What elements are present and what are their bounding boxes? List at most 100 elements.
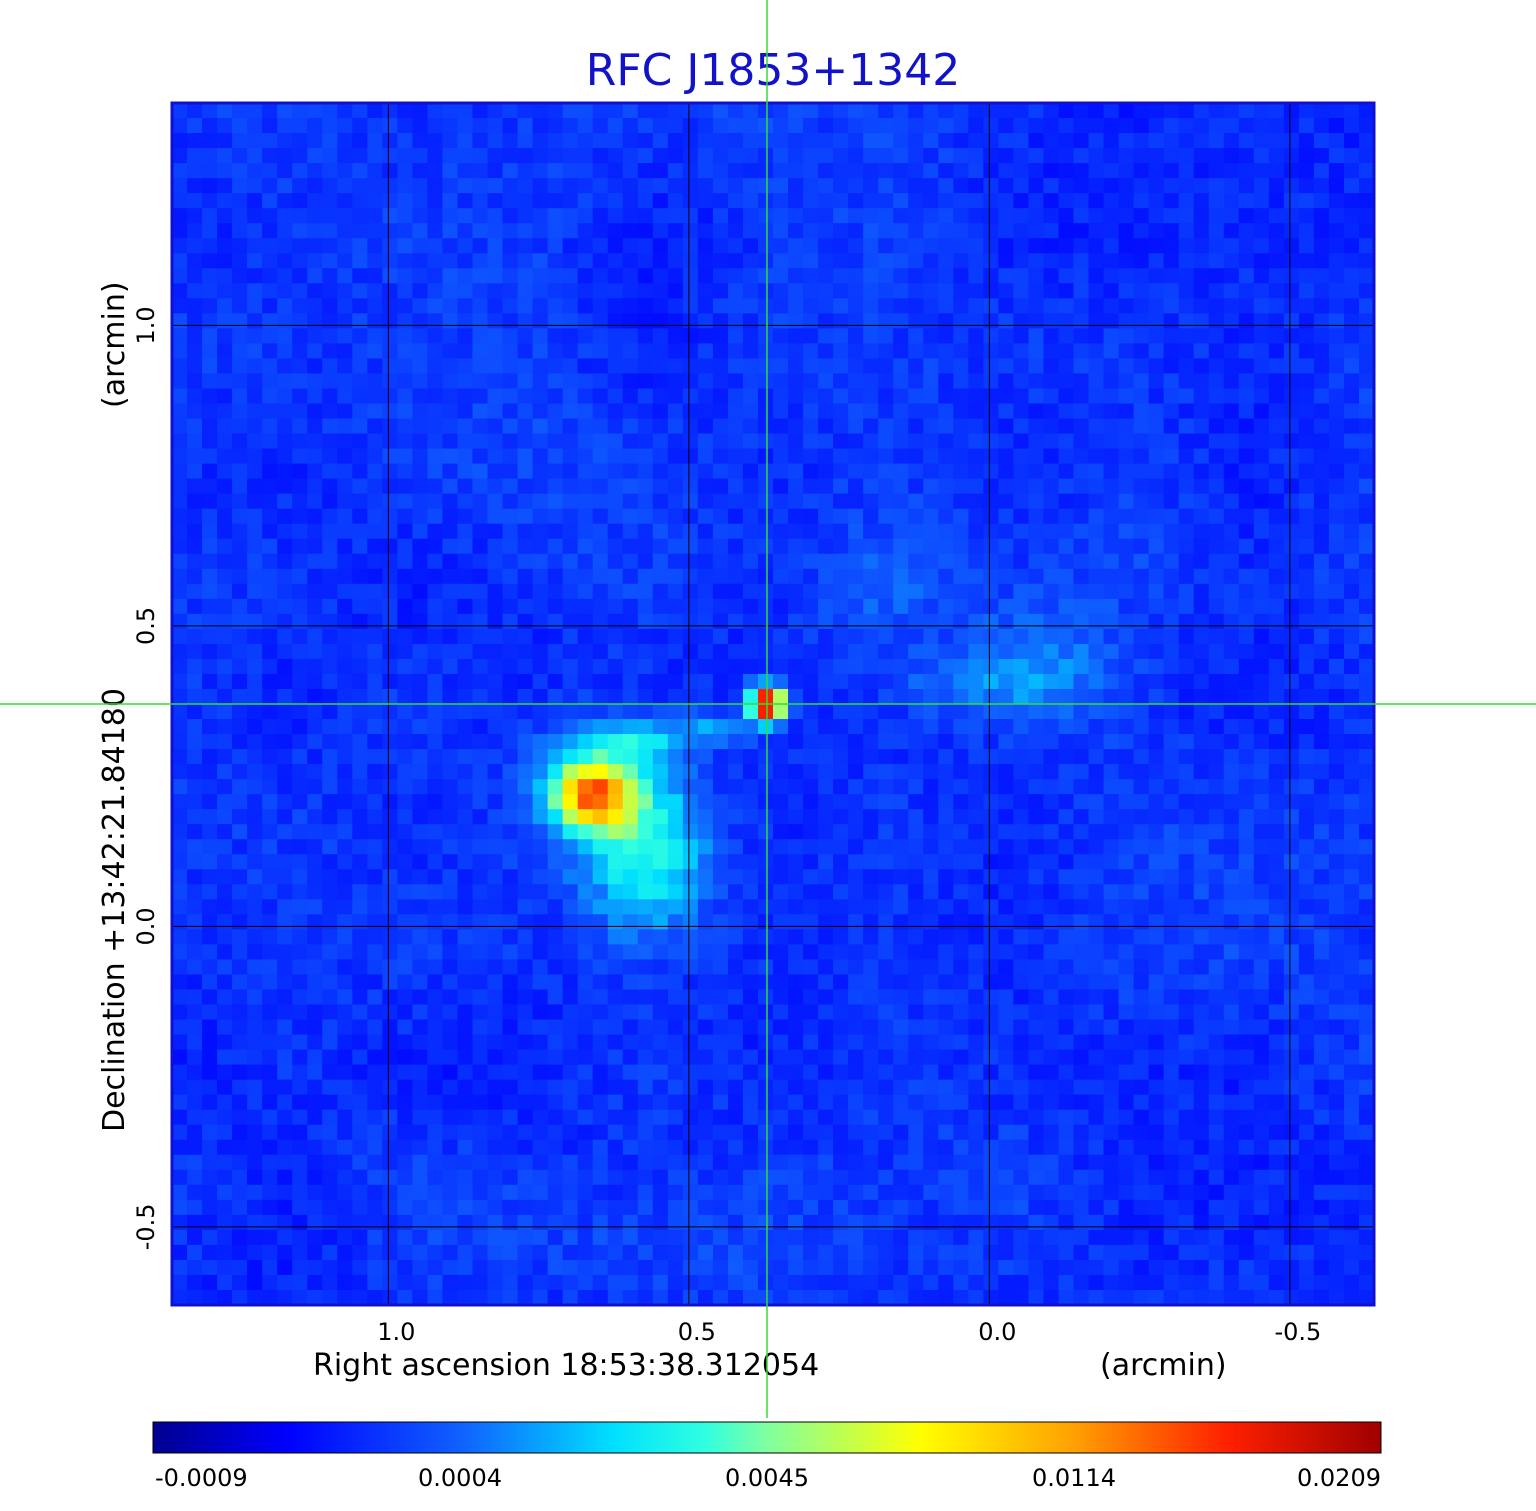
heatmap-pixel xyxy=(502,148,519,164)
heatmap-pixel xyxy=(307,148,323,164)
heatmap-pixel xyxy=(397,704,414,720)
heatmap-pixel xyxy=(517,884,534,900)
heatmap-pixel xyxy=(1058,508,1075,525)
heatmap-pixel xyxy=(247,824,263,840)
heatmap-pixel xyxy=(757,103,774,119)
heatmap-pixel xyxy=(337,869,353,885)
heatmap-pixel xyxy=(337,839,353,855)
heatmap-pixel xyxy=(1043,959,1060,976)
heatmap-pixel xyxy=(712,193,729,209)
heatmap-pixel xyxy=(1328,794,1345,810)
heatmap-pixel xyxy=(1103,358,1120,375)
heatmap-pixel xyxy=(1043,658,1060,675)
heatmap-pixel xyxy=(202,1004,218,1021)
heatmap-pixel xyxy=(307,929,323,946)
heatmap-pixel xyxy=(442,223,459,239)
heatmap-pixel xyxy=(562,148,579,164)
heatmap-pixel xyxy=(487,433,504,450)
heatmap-pixel xyxy=(1328,253,1345,269)
heatmap-pixel xyxy=(938,358,954,375)
heatmap-pixel xyxy=(667,493,684,510)
heatmap-pixel xyxy=(667,268,684,284)
heatmap-pixel xyxy=(1088,268,1105,284)
heatmap-pixel xyxy=(712,448,729,465)
heatmap-pixel xyxy=(1358,493,1374,510)
heatmap-pixel xyxy=(547,163,564,179)
heatmap-pixel xyxy=(667,794,684,810)
heatmap-pixel xyxy=(1343,914,1360,930)
heatmap-pixel xyxy=(1073,809,1090,825)
heatmap-pixel xyxy=(637,103,654,119)
heatmap-pixel xyxy=(1238,1019,1255,1036)
heatmap-pixel xyxy=(472,583,489,600)
heatmap-pixel xyxy=(818,373,834,390)
heatmap-pixel xyxy=(1358,899,1374,915)
heatmap-pixel xyxy=(412,628,429,645)
heatmap-pixel xyxy=(1133,553,1150,570)
heatmap-pixel xyxy=(487,869,504,885)
heatmap-pixel xyxy=(1133,583,1150,600)
heatmap-pixel xyxy=(1163,749,1180,765)
heatmap-pixel xyxy=(637,1034,654,1051)
heatmap-pixel xyxy=(427,914,444,930)
heatmap-pixel xyxy=(1313,598,1330,615)
heatmap-pixel xyxy=(1313,538,1330,555)
heatmap-pixel xyxy=(637,779,654,795)
heatmap-pixel xyxy=(742,673,759,690)
heatmap-pixel xyxy=(983,568,999,585)
heatmap-pixel xyxy=(577,508,594,525)
heatmap-pixel xyxy=(908,493,924,510)
heatmap-pixel xyxy=(1178,704,1195,720)
heatmap-pixel xyxy=(622,794,639,810)
heatmap-pixel xyxy=(1358,373,1374,390)
heatmap-pixel xyxy=(803,433,819,450)
heatmap-pixel xyxy=(622,283,639,299)
heatmap-pixel xyxy=(1193,463,1210,480)
heatmap-pixel xyxy=(622,463,639,480)
heatmap-pixel xyxy=(247,884,263,900)
heatmap-pixel xyxy=(472,779,489,795)
heatmap-pixel xyxy=(1013,538,1030,555)
heatmap-pixel xyxy=(1133,433,1150,450)
heatmap-pixel xyxy=(697,148,714,164)
heatmap-pixel xyxy=(577,253,594,269)
heatmap-pixel xyxy=(262,974,278,991)
heatmap-pixel xyxy=(1013,598,1030,615)
heatmap-pixel xyxy=(727,613,744,630)
heatmap-pixel xyxy=(652,163,669,179)
heatmap-pixel xyxy=(502,839,519,855)
heatmap-pixel xyxy=(1088,628,1105,645)
heatmap-pixel xyxy=(863,328,879,345)
heatmap-pixel xyxy=(367,373,383,390)
heatmap-pixel xyxy=(1268,688,1285,705)
heatmap-pixel xyxy=(1043,223,1060,239)
heatmap-pixel xyxy=(607,749,624,765)
heatmap-pixel xyxy=(893,1004,909,1021)
heatmap-pixel xyxy=(953,538,969,555)
heatmap-pixel xyxy=(337,238,353,254)
heatmap-pixel xyxy=(442,238,459,254)
heatmap-pixel xyxy=(292,283,308,299)
heatmap-pixel xyxy=(1193,448,1210,465)
heatmap-pixel xyxy=(1058,959,1075,976)
heatmap-pixel xyxy=(742,688,759,705)
heatmap-pixel xyxy=(1253,914,1270,930)
heatmap-pixel xyxy=(547,1034,564,1051)
heatmap-pixel xyxy=(727,268,744,284)
heatmap-pixel xyxy=(487,688,504,705)
heatmap-pixel xyxy=(337,343,353,360)
heatmap-pixel xyxy=(172,764,188,780)
heatmap-pixel xyxy=(232,914,248,930)
heatmap-pixel xyxy=(277,238,293,254)
heatmap-pixel xyxy=(1268,448,1285,465)
heatmap-pixel xyxy=(1043,719,1060,735)
heatmap-pixel xyxy=(622,1034,639,1051)
heatmap-pixel xyxy=(923,163,939,179)
heatmap-pixel xyxy=(667,253,684,269)
heatmap-pixel xyxy=(1223,839,1240,855)
heatmap-pixel xyxy=(1088,794,1105,810)
heatmap-pixel xyxy=(983,493,999,510)
heatmap-pixel xyxy=(1088,373,1105,390)
heatmap-pixel xyxy=(382,734,398,750)
heatmap-pixel xyxy=(1133,523,1150,540)
